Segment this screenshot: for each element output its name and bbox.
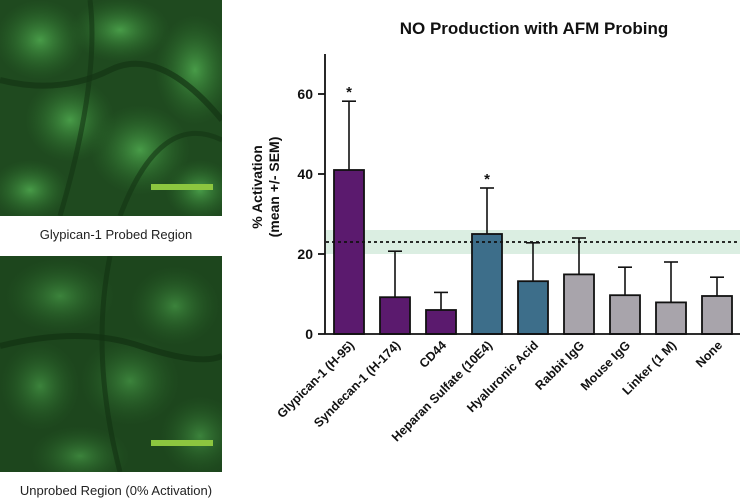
significance-mark: * [484,171,490,188]
y-tick-label: 60 [297,86,313,102]
bar [701,295,733,335]
bar [563,273,595,335]
chart-title: NO Production with AFM Probing [400,19,669,38]
micrograph-unprobed [0,256,222,472]
y-axis-label-line2: (mean +/- SEM) [266,137,282,238]
y-axis-label-line1: % Activation [249,145,265,229]
x-tick-label: None [693,338,725,370]
plot-area: * Glypican-1 (H-95)Syndecan-1 (H-174) CD44… [275,54,740,444]
micrograph-probed [0,0,222,216]
panel-caption-unprobed: Unprobed Region (0% Activation) [19,483,213,498]
y-axis-label: % Activation (mean +/- SEM) [249,137,282,238]
y-tick-label: 20 [297,246,313,262]
x-tick-label: Glypican-1 (H-95) [275,338,358,421]
x-tick-label: Syndecan-1 (H-174) [311,338,403,430]
bar [471,233,503,335]
scale-bar [151,440,213,446]
y-tick-label: 0 [305,326,313,342]
bar [655,301,687,335]
bar-chart: NO Production with AFM Probing % Activat… [249,19,740,444]
scale-bar [151,184,213,190]
significance-mark: * [346,84,352,101]
panel-caption-probed: Glypican-1 Probed Region [39,227,193,242]
y-tick-label: 40 [297,166,313,182]
bar [425,309,457,335]
bar [517,280,549,335]
x-tick-label: CD44 [417,338,450,371]
bar [379,296,411,335]
bar [609,294,641,335]
bar [333,169,365,335]
